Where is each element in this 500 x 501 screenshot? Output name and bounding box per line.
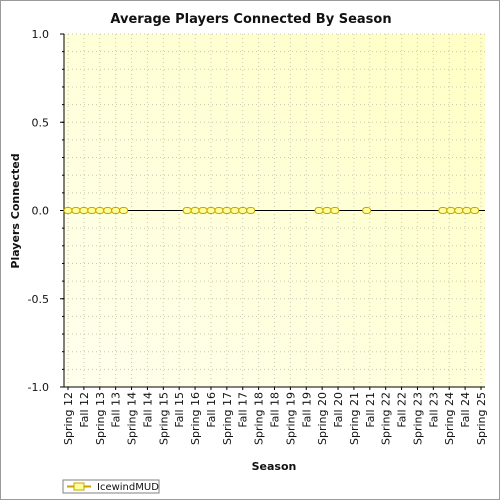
- data-point: [63, 207, 73, 214]
- x-tick-label: Fall 22: [396, 392, 409, 428]
- x-tick-label: Fall 24: [459, 392, 472, 428]
- x-tick-label: Spring 21: [348, 392, 361, 445]
- y-tick-label: -1.0: [28, 381, 49, 394]
- data-point: [446, 207, 456, 214]
- data-point: [454, 207, 464, 214]
- y-tick-label: 0.0: [32, 205, 50, 218]
- data-point: [71, 207, 81, 214]
- x-tick-label: Spring 18: [253, 392, 266, 445]
- x-tick-label: Fall 16: [205, 392, 218, 428]
- x-tick-label: Fall 13: [110, 392, 123, 428]
- x-tick-label: Fall 19: [300, 392, 313, 428]
- data-point: [330, 207, 340, 214]
- data-point: [190, 207, 200, 214]
- x-tick-label: Fall 12: [78, 392, 91, 428]
- data-point: [103, 207, 113, 214]
- data-point: [222, 207, 232, 214]
- x-tick-label: Fall 15: [173, 392, 186, 428]
- data-point: [438, 207, 448, 214]
- data-point: [119, 207, 129, 214]
- x-tick-label: Fall 20: [332, 392, 345, 428]
- legend: IcewindMUD: [62, 479, 160, 494]
- data-point: [246, 207, 256, 214]
- data-point: [322, 207, 332, 214]
- data-point: [111, 207, 121, 214]
- x-tick-label: Fall 18: [269, 392, 282, 428]
- series-points: [63, 207, 480, 214]
- x-tick-label: Spring 15: [157, 392, 170, 445]
- x-tick-label: Spring 20: [316, 392, 329, 445]
- y-tick-labels: 1.0 0.5 0.0 -0.5 -1.0: [28, 28, 64, 394]
- data-point: [314, 207, 324, 214]
- chart-title: Average Players Connected By Season: [110, 12, 391, 27]
- data-point: [182, 207, 192, 214]
- x-tick-label: Spring 25: [475, 392, 488, 445]
- x-tick-label: Spring 14: [126, 392, 139, 445]
- x-tick-label: Fall 21: [364, 392, 377, 428]
- y-tick-label: 1.0: [32, 28, 50, 41]
- x-tick-labels: Spring 12 Fall 12 Spring 13 Fall 13 Spring 1…: [62, 387, 488, 445]
- y-tick-label: 0.5: [32, 116, 50, 129]
- x-tick-label: Spring 22: [380, 392, 393, 445]
- x-tick-label: Spring 12: [62, 392, 75, 445]
- legend-item-icewindmud: IcewindMUD: [97, 482, 159, 493]
- data-point: [230, 207, 240, 214]
- y-tick-label: -0.5: [28, 293, 49, 306]
- data-point: [362, 207, 372, 214]
- x-tick-label: Fall 14: [141, 392, 154, 428]
- x-tick-label: Fall 23: [427, 392, 440, 428]
- y-axis-label: Players Connected: [9, 153, 22, 268]
- x-tick-label: Spring 13: [94, 392, 107, 445]
- data-point: [95, 207, 105, 214]
- data-point: [87, 207, 97, 214]
- x-tick-label: Spring 16: [189, 392, 202, 445]
- x-tick-label: Fall 17: [237, 392, 250, 428]
- data-point: [238, 207, 248, 214]
- data-point: [462, 207, 472, 214]
- data-point: [198, 207, 208, 214]
- x-tick-label: Spring 17: [221, 392, 234, 445]
- data-point: [206, 207, 216, 214]
- legend-swatch-marker: [73, 482, 85, 491]
- data-point: [79, 207, 89, 214]
- data-point: [214, 207, 224, 214]
- x-axis-label: Season: [252, 460, 297, 473]
- x-tick-label: Spring 19: [284, 392, 297, 445]
- x-tick-label: Spring 24: [443, 392, 456, 445]
- data-point: [470, 207, 480, 214]
- legend-box: [62, 479, 160, 494]
- x-tick-label: Spring 23: [411, 392, 424, 445]
